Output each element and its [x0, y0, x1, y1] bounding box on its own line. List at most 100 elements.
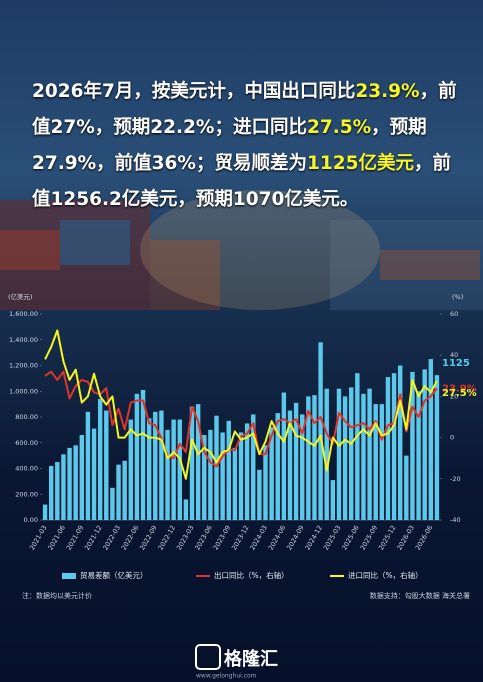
- bar: [422, 369, 427, 520]
- bar: [287, 410, 293, 520]
- y2-tick-label: 20: [450, 392, 458, 400]
- legend-swatch: [62, 573, 76, 579]
- bar: [226, 420, 231, 520]
- bar: [48, 465, 54, 520]
- y-axis-unit: (亿美元): [8, 292, 33, 301]
- bar: [202, 435, 207, 520]
- y2-axis-unit: (%): [452, 293, 463, 301]
- legend-label: 出口同比（%，右轴）: [214, 570, 289, 580]
- headline-segment: 2026年7月，按美元计，中国出口同比: [32, 81, 356, 102]
- bar: [134, 393, 140, 520]
- bar: [373, 404, 378, 520]
- bar: [159, 410, 164, 520]
- bar: [97, 398, 103, 520]
- bar: [91, 428, 97, 520]
- bar: [171, 419, 176, 520]
- bar: [342, 396, 348, 520]
- bar: [251, 414, 256, 520]
- bar: [404, 455, 409, 520]
- legend-label: 进口同比（%，右轴）: [348, 570, 423, 580]
- y2-tick-label: 60: [450, 310, 458, 318]
- bar: [140, 389, 146, 520]
- bar: [146, 418, 152, 520]
- bar: [238, 432, 244, 520]
- line: [44, 370, 438, 468]
- bar: [42, 504, 48, 520]
- value-label: 27.5%: [442, 388, 477, 399]
- bar: [269, 427, 274, 520]
- bar: [416, 391, 421, 520]
- bar: [183, 499, 189, 520]
- footnote: 注：数据均以美元计价: [22, 591, 92, 600]
- y2-tick-label: -40: [450, 516, 461, 524]
- bar: [153, 411, 158, 520]
- bar: [128, 419, 133, 520]
- bar: [275, 413, 280, 520]
- bar: [293, 402, 299, 520]
- y2-tick-label: -20: [450, 475, 461, 483]
- headline-segment: ，预期27.9%，前值36%；贸易顺差为: [32, 117, 427, 174]
- bar: [300, 414, 305, 520]
- bar: [257, 469, 262, 520]
- y-tick-label: 1,400.00: [9, 336, 38, 344]
- bar: [122, 460, 127, 520]
- bar: [336, 388, 342, 520]
- bar: [220, 432, 225, 520]
- logo-text: 格隆汇: [224, 648, 278, 670]
- bar: [330, 480, 336, 520]
- bar: [318, 342, 323, 520]
- bar: [55, 462, 60, 520]
- y-tick-label: 1,200.00: [9, 362, 38, 370]
- bar: [349, 387, 354, 520]
- bar: [379, 404, 385, 520]
- legend-label: 贸易差额（亿美元）: [80, 570, 148, 580]
- bar: [177, 419, 182, 520]
- y-tick-label: 200.00: [15, 490, 38, 498]
- bar: [324, 388, 329, 520]
- line: [44, 329, 438, 480]
- bar: [361, 393, 366, 520]
- bar: [73, 445, 78, 520]
- headline-segment: 23.9%: [355, 81, 420, 102]
- bar: [67, 447, 72, 520]
- bar: [195, 404, 201, 520]
- bar: [79, 435, 85, 520]
- bar: [104, 410, 109, 520]
- bar: [165, 429, 170, 520]
- headline: 2026年7月，按美元计，中国出口同比23.9%，前值27%，预期22.2%；进…: [32, 74, 462, 218]
- value-label: 23.9%: [442, 383, 477, 394]
- bar: [110, 487, 115, 520]
- headline-segment: 1125亿美元: [306, 153, 414, 174]
- bar: [61, 454, 66, 520]
- headline-segment: ，前值27%，预期22.2%；进口同比: [32, 81, 457, 138]
- bar: [385, 377, 391, 520]
- bar: [306, 396, 311, 520]
- headline-segment: 27.5%: [306, 117, 372, 138]
- headline-segment: ，前值1256.2亿美元，预期1070亿美元。: [32, 153, 451, 210]
- y-tick-label: 1,600.00: [9, 310, 38, 318]
- bar: [232, 447, 238, 520]
- bar: [367, 388, 372, 520]
- y-tick-label: 600.00: [15, 439, 38, 447]
- bar: [428, 359, 434, 520]
- bar: [116, 464, 121, 520]
- bar: [214, 415, 219, 520]
- bar: [208, 429, 213, 520]
- bar: [391, 373, 397, 520]
- bar: [85, 411, 91, 520]
- bar: [434, 375, 440, 520]
- bar: [312, 395, 317, 520]
- y-tick-label: 1,000.00: [9, 387, 38, 395]
- y-tick-label: 800.00: [15, 413, 38, 421]
- bar: [189, 406, 195, 520]
- bar: [244, 423, 250, 520]
- bar: [281, 392, 287, 520]
- bar: [410, 371, 415, 520]
- logo-url: www.gelonghui.com: [196, 673, 257, 680]
- value-label: 1125: [442, 358, 470, 369]
- y2-tick-label: 40: [450, 351, 458, 359]
- bar: [355, 373, 360, 520]
- y-tick-label: 0.00: [24, 516, 38, 524]
